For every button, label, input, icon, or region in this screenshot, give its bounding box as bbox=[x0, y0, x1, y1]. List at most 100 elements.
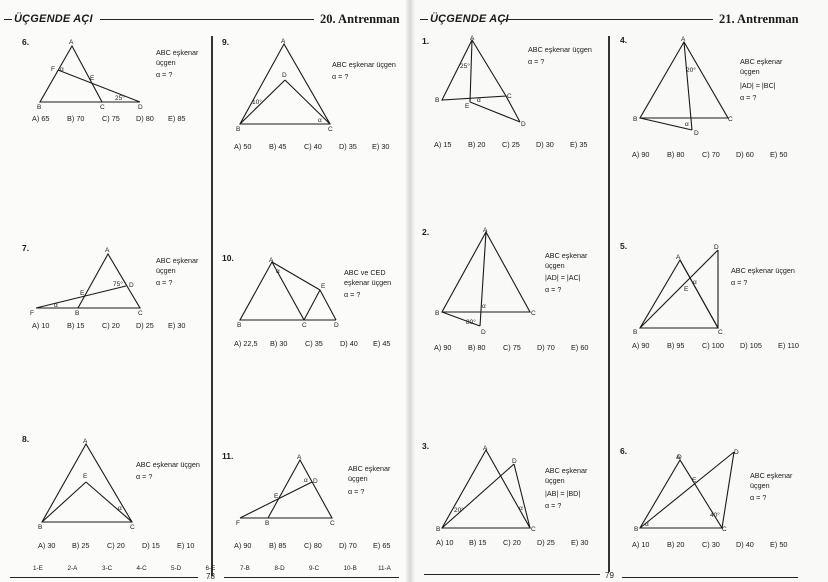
choice-a[interactable]: A) 30 bbox=[38, 541, 56, 550]
answer-choices: A) 90 B) 80 C) 75 D) 70 E) 60 bbox=[434, 343, 588, 352]
question-ask: α = ? bbox=[545, 285, 562, 294]
choice-a[interactable]: A) 65 bbox=[32, 114, 50, 123]
choice-d[interactable]: D) 60 bbox=[736, 150, 754, 159]
choice-e[interactable]: E) 110 bbox=[778, 341, 799, 350]
choice-d[interactable]: D) 80 bbox=[136, 114, 154, 123]
question-statement: ABC eşkenar üçgen bbox=[545, 251, 588, 270]
triangle-figure-r4: A 20° B C α D bbox=[633, 36, 733, 137]
choice-a[interactable]: A) 10 bbox=[436, 538, 454, 547]
choice-e[interactable]: E) 85 bbox=[168, 114, 186, 123]
choice-c[interactable]: C) 100 bbox=[702, 341, 724, 350]
left-column-divider bbox=[211, 36, 213, 576]
choice-c[interactable]: C) 75 bbox=[503, 343, 521, 352]
choice-b[interactable]: B) 85 bbox=[269, 541, 287, 550]
choice-c[interactable]: C) 20 bbox=[503, 538, 521, 547]
figure-label: C bbox=[100, 104, 105, 111]
choice-a[interactable]: A) 15 bbox=[434, 140, 452, 149]
question-statement: ABC eşkenar üçgen bbox=[740, 57, 783, 76]
choice-c[interactable]: C) 70 bbox=[702, 150, 720, 159]
choice-e[interactable]: E) 35 bbox=[570, 140, 588, 149]
choice-a[interactable]: A) 50 bbox=[234, 142, 252, 151]
choice-d[interactable]: D) 40 bbox=[340, 339, 358, 348]
choice-a[interactable]: A) 90 bbox=[234, 541, 252, 550]
choice-e[interactable]: E) 45 bbox=[373, 339, 391, 348]
choice-a[interactable]: A) 90 bbox=[632, 341, 650, 350]
answer-key-item: 9-C bbox=[309, 565, 320, 572]
choice-c[interactable]: C) 20 bbox=[107, 541, 125, 550]
figure-label: D bbox=[481, 329, 486, 336]
choice-d[interactable]: D) 25 bbox=[136, 321, 154, 330]
answer-key-item: 7-B bbox=[240, 565, 250, 572]
choice-e[interactable]: E) 10 bbox=[177, 541, 195, 550]
figure-label: D bbox=[282, 72, 287, 79]
figure-label: B bbox=[633, 116, 637, 123]
choice-d[interactable]: D) 70 bbox=[537, 343, 555, 352]
choice-a[interactable]: A) 22,5 bbox=[234, 339, 258, 348]
choice-e[interactable]: E) 65 bbox=[373, 541, 391, 550]
question-ask: α = ? bbox=[731, 278, 748, 287]
answer-key-item: 11-A bbox=[378, 565, 391, 572]
figure-label: B bbox=[236, 126, 240, 133]
choice-b[interactable]: B) 15 bbox=[469, 538, 487, 547]
figure-label: A bbox=[269, 257, 274, 264]
choice-c[interactable]: C) 30 bbox=[702, 540, 720, 549]
choice-b[interactable]: B) 25 bbox=[72, 541, 90, 550]
answer-choices: A) 65 B) 70 C) 75 D) 80 E) 85 bbox=[32, 114, 185, 123]
choice-d[interactable]: D) 40 bbox=[736, 540, 754, 549]
triangle-figure-q11: A α D E F B C bbox=[236, 454, 335, 527]
choice-a[interactable]: A) 90 bbox=[434, 343, 452, 352]
choice-c[interactable]: C) 80 bbox=[304, 541, 322, 550]
choice-c[interactable]: C) 40 bbox=[304, 142, 322, 151]
figure-label: E bbox=[465, 103, 470, 110]
choice-d[interactable]: D) 30 bbox=[536, 140, 554, 149]
right-page bbox=[410, 0, 828, 582]
header-rule-left-start bbox=[4, 19, 12, 20]
footer-rule-right bbox=[424, 574, 600, 575]
choice-c[interactable]: C) 25 bbox=[502, 140, 520, 149]
choice-b[interactable]: B) 80 bbox=[468, 343, 486, 352]
figure-label: α bbox=[693, 279, 697, 286]
figure-label: B bbox=[37, 104, 41, 111]
choice-a[interactable]: A) 10 bbox=[632, 540, 650, 549]
choice-b[interactable]: B) 80 bbox=[667, 150, 685, 159]
answer-key: 1-E 2-A 3-C 4-C 5-D 6-E 7-B 8-D 9-C 10-B 11-A bbox=[33, 565, 413, 572]
choice-b[interactable]: B) 70 bbox=[67, 114, 85, 123]
choice-e[interactable]: E) 60 bbox=[571, 343, 589, 352]
question-ask: α = ? bbox=[344, 290, 361, 299]
choice-c[interactable]: C) 75 bbox=[102, 114, 120, 123]
figure-label: α bbox=[118, 505, 122, 512]
choice-b[interactable]: B) 15 bbox=[67, 321, 85, 330]
footer-rule-right-2 bbox=[622, 577, 798, 578]
choice-d[interactable]: D) 105 bbox=[740, 341, 762, 350]
choice-e[interactable]: E) 50 bbox=[770, 540, 788, 549]
choice-c[interactable]: C) 35 bbox=[305, 339, 323, 348]
right-header-training: 21. Antrenman bbox=[719, 12, 799, 26]
choice-e[interactable]: E) 30 bbox=[372, 142, 390, 151]
choice-b[interactable]: B) 30 bbox=[270, 339, 288, 348]
choice-e[interactable]: E) 30 bbox=[168, 321, 186, 330]
choice-d[interactable]: D) 25 bbox=[537, 538, 555, 547]
question-number: 6. bbox=[620, 446, 628, 456]
choice-b[interactable]: B) 95 bbox=[667, 341, 685, 350]
choice-b[interactable]: B) 20 bbox=[667, 540, 685, 549]
figure-label: A bbox=[83, 438, 88, 445]
page-number: 79 bbox=[605, 571, 614, 580]
figure-label: C bbox=[330, 520, 335, 527]
figure-label: A bbox=[681, 36, 686, 43]
choice-a[interactable]: A) 10 bbox=[32, 321, 50, 330]
choice-d[interactable]: D) 70 bbox=[339, 541, 357, 550]
figure-label: 10° bbox=[252, 98, 262, 106]
figure-label: C bbox=[328, 126, 333, 133]
answer-key-item: 6-E bbox=[205, 565, 216, 572]
choice-e[interactable]: E) 30 bbox=[571, 538, 589, 547]
figure-label: A bbox=[281, 38, 286, 45]
figure-label: A bbox=[470, 35, 475, 42]
choice-a[interactable]: A) 90 bbox=[632, 150, 650, 159]
choice-d[interactable]: D) 15 bbox=[142, 541, 160, 550]
choice-e[interactable]: E) 50 bbox=[770, 150, 788, 159]
choice-b[interactable]: B) 20 bbox=[468, 140, 486, 149]
choice-d[interactable]: D) 35 bbox=[339, 142, 357, 151]
question-ask: α = ? bbox=[750, 493, 767, 502]
choice-c[interactable]: C) 20 bbox=[102, 321, 120, 330]
choice-b[interactable]: B) 45 bbox=[269, 142, 287, 151]
